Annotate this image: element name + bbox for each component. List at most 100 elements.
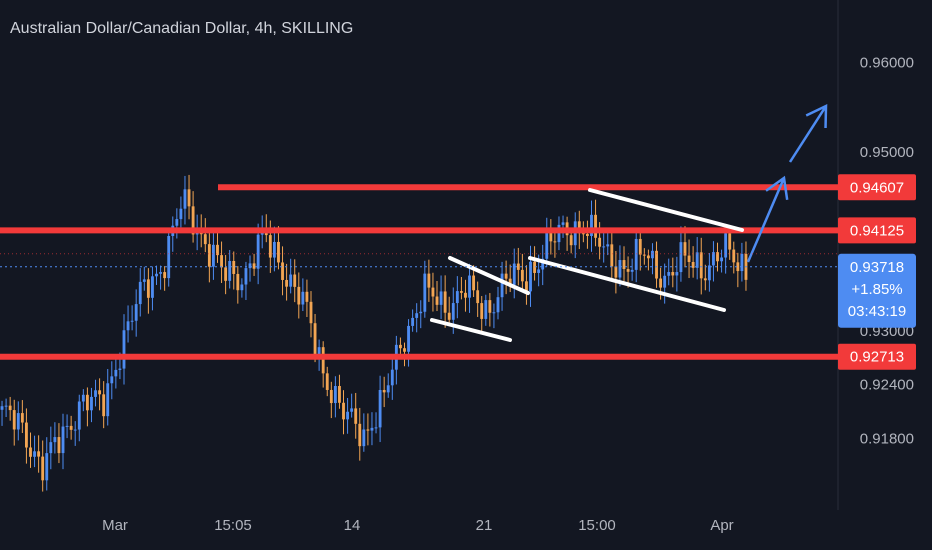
candle-body <box>256 234 260 269</box>
level-price-tag <box>838 343 916 370</box>
candle-body <box>447 312 451 320</box>
candle-body <box>598 237 602 247</box>
candle-body <box>12 410 16 430</box>
candle-body <box>427 273 431 288</box>
candle-body <box>472 275 476 291</box>
candle-body <box>508 278 512 285</box>
candle-body <box>155 273 158 277</box>
candle-body <box>561 222 565 225</box>
time-tick-label: 15:05 <box>214 517 252 534</box>
candle-body <box>646 255 650 259</box>
candle-body <box>146 279 150 298</box>
trend-channel-line[interactable] <box>448 256 530 295</box>
candle-body <box>317 347 321 356</box>
candle-body <box>488 300 492 313</box>
candle-body <box>232 260 236 274</box>
price-tick-label: 0.91800 <box>860 430 914 447</box>
candle-body <box>175 219 179 226</box>
candle-body <box>20 413 24 423</box>
candle-body <box>33 451 36 457</box>
candle-body <box>464 292 467 298</box>
price-change-label: +1.85% <box>851 281 902 298</box>
candle-body <box>203 234 207 245</box>
candle-body <box>504 273 508 279</box>
candle-body <box>443 291 447 313</box>
candle-body <box>134 304 138 321</box>
candle-body <box>179 208 183 220</box>
candle-body <box>293 274 297 287</box>
candle-body <box>362 429 366 447</box>
candle-body <box>159 272 162 274</box>
candle-body <box>541 258 545 270</box>
candle-body <box>358 423 362 447</box>
candle-body <box>65 425 69 427</box>
arrow-head <box>805 103 828 129</box>
candle-body <box>459 291 463 293</box>
candle-body <box>634 238 638 270</box>
candle-body <box>167 235 171 279</box>
candle-body <box>610 244 614 267</box>
candle-body <box>716 252 719 262</box>
candle-body <box>614 266 618 278</box>
candle-body <box>90 396 93 411</box>
current-price-tag: 0.93718 +1.85% 03:43:19 <box>838 253 916 328</box>
candle-body <box>252 263 256 269</box>
level-price-tag <box>838 174 916 201</box>
candle-body <box>699 252 703 279</box>
candle-body <box>183 189 187 209</box>
candle-body <box>386 385 390 393</box>
projection-arrows <box>746 103 828 263</box>
candle-body <box>695 252 699 268</box>
candle-body <box>618 260 622 278</box>
candle-body <box>724 233 728 258</box>
candle-body <box>350 408 354 412</box>
candle-body <box>338 386 341 403</box>
candle-body <box>655 250 658 279</box>
candle-body <box>309 301 313 324</box>
candle-body <box>545 230 549 259</box>
candle-body <box>407 325 410 352</box>
candle-body <box>740 253 744 272</box>
candle-body <box>333 386 337 404</box>
time-tick-label: Apr <box>710 517 733 534</box>
candle-body <box>557 224 561 243</box>
candle-body <box>630 269 634 272</box>
candle-body <box>390 369 394 386</box>
candle-body <box>138 281 142 305</box>
candle-body <box>244 268 248 285</box>
candle-body <box>301 291 305 305</box>
candle-body <box>130 320 134 322</box>
candle-body <box>553 241 557 243</box>
candle-body <box>496 297 500 313</box>
candle-body <box>0 406 4 410</box>
candle-body <box>736 262 740 272</box>
candle-body <box>642 254 646 256</box>
candle-body <box>16 413 20 430</box>
candle-body <box>110 376 114 384</box>
price-tick-label: 0.95000 <box>860 144 914 161</box>
candle-body <box>57 437 61 454</box>
candle-body <box>342 402 345 420</box>
candle-body <box>370 427 374 431</box>
candle-body <box>102 394 106 417</box>
candle-body <box>106 383 110 417</box>
trend-channel-line[interactable] <box>528 256 726 312</box>
trend-lines <box>430 188 744 342</box>
candle-body <box>216 244 219 256</box>
candle-body <box>281 262 284 280</box>
candle-body <box>297 286 301 305</box>
candle-body <box>663 275 667 288</box>
trend-channel-line[interactable] <box>588 188 744 232</box>
candle-body <box>61 426 65 454</box>
candle-body <box>500 273 504 298</box>
candle-body <box>69 425 73 430</box>
candle-body <box>114 369 118 377</box>
trend-channel-line[interactable] <box>430 318 512 342</box>
candle-body <box>77 401 81 430</box>
candle-body <box>533 261 536 273</box>
current-price-label: 0.93718 <box>850 259 904 276</box>
candle-body <box>49 442 53 454</box>
candle-body <box>382 389 386 393</box>
candle-body <box>366 429 370 431</box>
